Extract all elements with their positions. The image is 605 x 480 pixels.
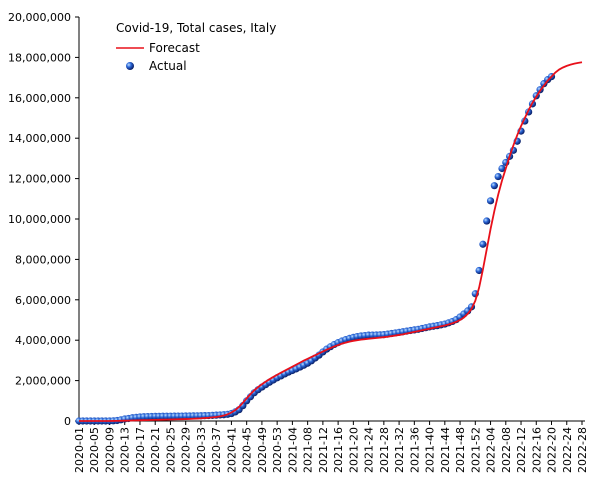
x-tick-label: 2020-25 [164, 427, 177, 473]
y-tick-label: 16,000,000 [8, 92, 71, 105]
x-tick-label: 2022-12 [515, 427, 528, 473]
x-tick-label: 2021-32 [393, 427, 406, 473]
actual-point [479, 240, 487, 248]
x-tick-label: 2020-01 [73, 427, 86, 473]
x-tick-label: 2022-20 [546, 427, 559, 473]
x-tick-label: 2020-45 [241, 427, 254, 473]
x-tick-label: 2021-36 [408, 427, 421, 473]
x-tick-label: 2020-21 [149, 427, 162, 473]
x-tick-label: 2022-24 [561, 427, 574, 473]
x-tick-label: 2022-08 [500, 427, 513, 473]
x-tick-label: 2021-08 [302, 427, 315, 473]
x-tick-label: 2022-04 [485, 427, 498, 473]
x-tick-label: 2020-49 [256, 427, 269, 473]
y-tick-label: 18,000,000 [8, 51, 71, 64]
x-tick-label: 2021-16 [332, 427, 345, 473]
x-tick-label: 2020-05 [88, 427, 101, 473]
forecast-line [79, 61, 583, 422]
x-tick-label: 2021-40 [424, 427, 437, 473]
x-tick-label: 2020-33 [195, 427, 208, 473]
y-tick-label: 8,000,000 [15, 253, 71, 266]
x-tick-label: 2020-09 [103, 427, 116, 473]
x-tick-label: 2020-13 [119, 427, 132, 473]
legend-label: Actual [149, 59, 187, 73]
x-tick-label: 2020-29 [180, 427, 193, 473]
actual-point [475, 266, 483, 275]
actual-point [490, 182, 498, 190]
actual-point [483, 217, 491, 225]
x-tick-label: 2022-16 [530, 427, 543, 473]
x-tick-label: 2021-20 [347, 427, 360, 473]
x-tick-label: 2021-44 [439, 427, 452, 473]
y-tick-label: 12,000,000 [8, 173, 71, 186]
x-tick-label: 2021-24 [363, 427, 376, 473]
x-tick-label: 2021-04 [286, 427, 299, 473]
y-tick-label: 4,000,000 [15, 334, 71, 347]
y-tick-label: 0 [64, 415, 71, 428]
legend-label: Forecast [149, 41, 200, 55]
legend-swatch [126, 62, 134, 70]
x-tick-label: 2021-52 [469, 427, 482, 473]
chart-title: Covid-19, Total cases, Italy [116, 21, 276, 35]
x-tick-label: 2020-37 [210, 427, 223, 473]
y-tick-label: 10,000,000 [8, 213, 71, 226]
actual-point [486, 197, 495, 205]
x-tick-label: 2021-12 [317, 427, 330, 473]
x-tick-label: 2020-41 [225, 427, 238, 473]
actual-point [498, 164, 506, 173]
x-tick-label: 2020-17 [134, 427, 147, 473]
y-tick-label: 14,000,000 [8, 132, 71, 145]
actual-point [494, 172, 502, 181]
x-tick-label: 2021-48 [454, 427, 467, 473]
y-tick-label: 6,000,000 [15, 294, 71, 307]
x-tick-label: 2020-53 [271, 427, 284, 473]
x-tick-label: 2021-28 [378, 427, 391, 473]
x-tick-label: 2022-28 [576, 427, 589, 473]
y-tick-label: 20,000,000 [8, 11, 71, 24]
y-tick-label: 2,000,000 [15, 375, 71, 388]
